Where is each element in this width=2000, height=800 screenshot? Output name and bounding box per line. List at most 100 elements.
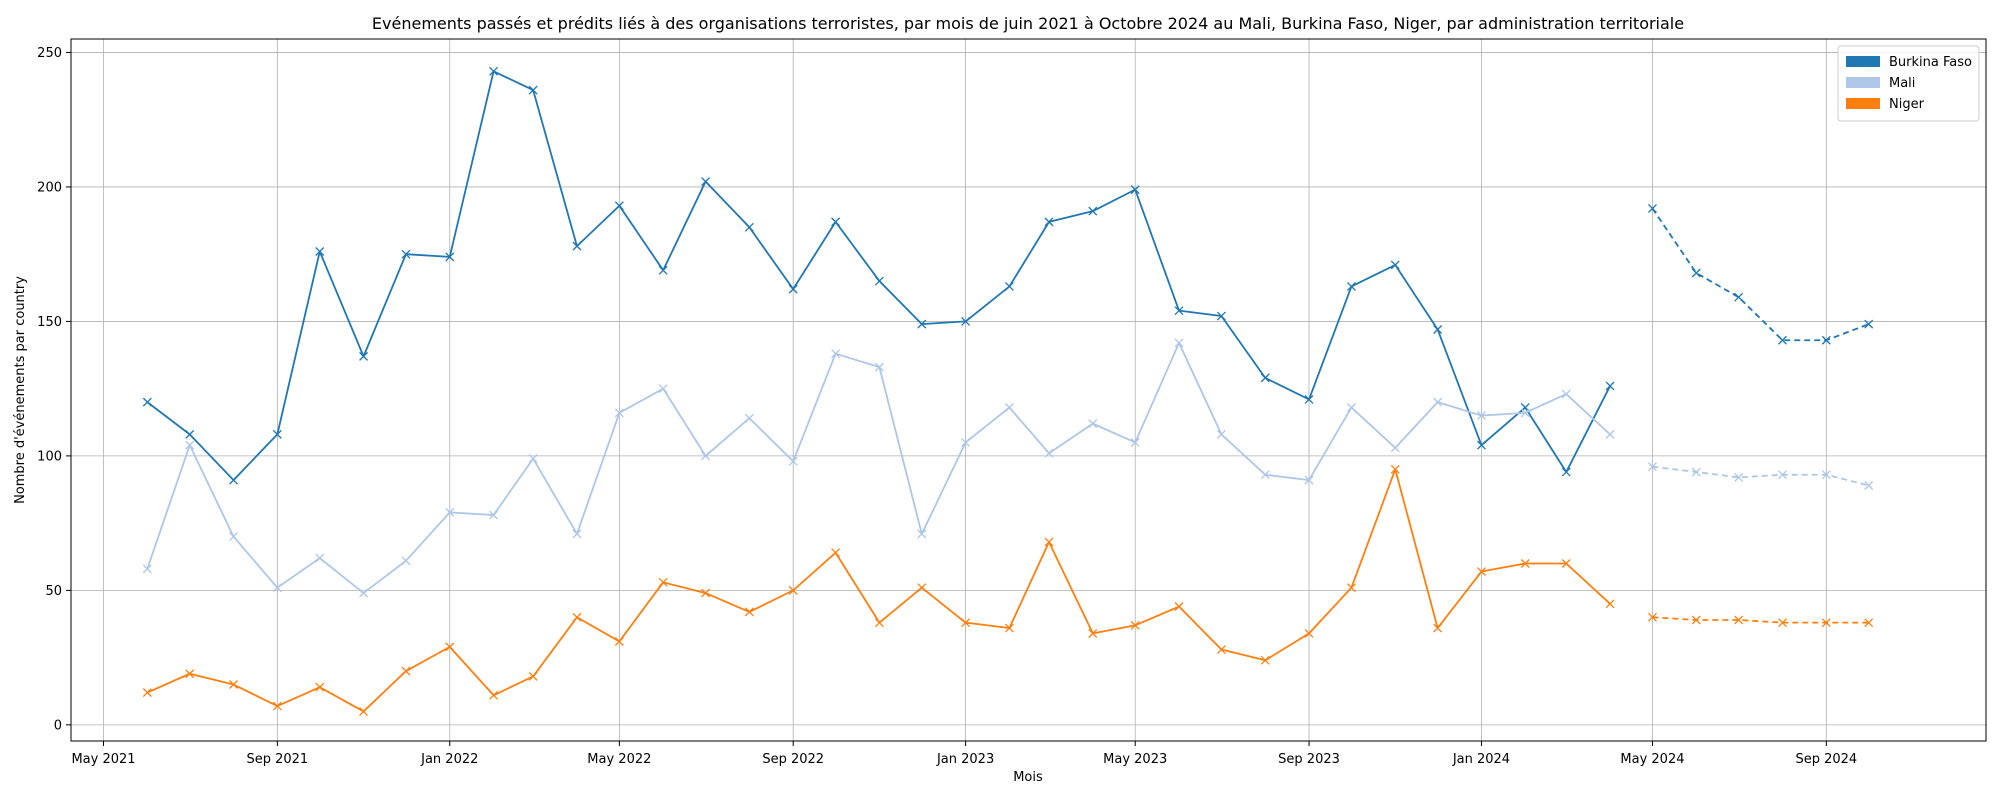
data-point bbox=[185, 429, 195, 439]
data-point bbox=[1561, 559, 1571, 568]
data-point bbox=[1044, 217, 1054, 227]
data-point bbox=[1520, 559, 1530, 568]
data-point bbox=[1691, 615, 1701, 625]
data-point bbox=[1174, 338, 1184, 348]
legend: Burkina Faso Mali Niger bbox=[1837, 45, 1980, 122]
data-point bbox=[1778, 618, 1787, 628]
data-point bbox=[874, 362, 884, 372]
data-point bbox=[658, 577, 668, 587]
x-tick-label: Jan 2024 bbox=[1452, 752, 1510, 767]
data-point bbox=[788, 456, 798, 466]
data-point bbox=[744, 413, 754, 423]
data-point bbox=[917, 319, 927, 329]
data-point bbox=[1778, 335, 1787, 345]
legend-swatch bbox=[1846, 77, 1880, 88]
data-point bbox=[1605, 599, 1615, 609]
series-line-past bbox=[146, 70, 1611, 482]
data-point bbox=[572, 529, 582, 539]
data-point bbox=[401, 666, 411, 676]
chart-title: Evénements passés et prédits liés à des … bbox=[372, 14, 1684, 33]
data-point bbox=[1821, 335, 1831, 345]
data-point bbox=[874, 276, 884, 286]
series-line-predicted bbox=[1652, 465, 1869, 487]
data-point bbox=[1477, 567, 1486, 577]
data-point bbox=[1088, 419, 1098, 429]
data-point bbox=[272, 583, 282, 593]
data-point bbox=[1390, 464, 1400, 474]
data-point bbox=[1734, 615, 1744, 625]
data-point bbox=[831, 349, 841, 359]
data-point bbox=[1174, 602, 1184, 611]
data-point bbox=[1561, 467, 1571, 477]
series-line-past bbox=[146, 342, 1611, 594]
data-point bbox=[1561, 389, 1571, 399]
data-point bbox=[445, 252, 455, 262]
data-point bbox=[528, 454, 538, 464]
data-point bbox=[315, 682, 325, 692]
data-point bbox=[1864, 481, 1874, 490]
x-tick-label: May 2024 bbox=[1620, 752, 1684, 767]
data-point bbox=[1648, 462, 1657, 472]
data-point bbox=[1260, 373, 1270, 383]
data-point bbox=[1044, 537, 1054, 547]
x-tick-label: May 2022 bbox=[587, 752, 651, 767]
x-tick-label: May 2023 bbox=[1103, 752, 1167, 767]
data-point bbox=[1260, 470, 1270, 480]
data-point bbox=[1346, 583, 1356, 593]
data-point bbox=[874, 618, 884, 628]
data-point bbox=[1130, 185, 1140, 195]
data-point bbox=[1130, 620, 1140, 630]
data-point bbox=[917, 529, 927, 539]
data-point bbox=[401, 249, 411, 259]
data-point bbox=[401, 556, 411, 566]
data-point bbox=[528, 85, 538, 95]
legend-swatch bbox=[1846, 56, 1880, 67]
data-point bbox=[359, 351, 369, 361]
x-tick-label: Sep 2023 bbox=[1278, 752, 1340, 767]
data-point bbox=[1864, 618, 1874, 628]
data-point bbox=[142, 688, 152, 698]
data-point bbox=[1088, 628, 1098, 638]
data-point bbox=[142, 564, 152, 574]
data-point bbox=[272, 701, 282, 711]
data-point bbox=[658, 265, 668, 275]
data-point bbox=[315, 553, 325, 563]
data-point bbox=[658, 384, 668, 394]
legend-entry-label: Burkina Faso bbox=[1889, 55, 1972, 70]
series-lines bbox=[142, 66, 1874, 716]
data-point bbox=[1346, 281, 1356, 291]
data-point bbox=[831, 548, 841, 558]
legend-entry-label: Mali bbox=[1889, 76, 1915, 91]
legend-entry-label: Niger bbox=[1889, 97, 1925, 112]
x-tick-label: May 2021 bbox=[71, 752, 135, 767]
data-point bbox=[572, 612, 582, 622]
data-point bbox=[1004, 623, 1014, 633]
data-point bbox=[572, 241, 582, 251]
data-point bbox=[744, 607, 754, 617]
data-point bbox=[1734, 292, 1744, 302]
data-point bbox=[1216, 645, 1226, 655]
data-point bbox=[1130, 437, 1140, 447]
data-point bbox=[1390, 443, 1400, 453]
x-axis-ticks: May 2021 Sep 2021 Jan 2022 May 2022 Sep 2022… bbox=[71, 741, 1857, 767]
data-point bbox=[1216, 311, 1226, 321]
y-tick-label: 50 bbox=[45, 584, 62, 599]
data-point bbox=[1648, 612, 1657, 622]
data-point bbox=[961, 618, 971, 628]
x-tick-label: Sep 2022 bbox=[762, 752, 824, 767]
data-point bbox=[1821, 618, 1831, 628]
series-niger bbox=[142, 464, 1874, 716]
data-point bbox=[359, 588, 369, 598]
data-point bbox=[229, 475, 238, 485]
data-point bbox=[1174, 306, 1184, 316]
y-axis-ticks: 0 50 100 150 200 250 bbox=[37, 46, 71, 733]
data-point bbox=[1691, 467, 1701, 477]
data-point bbox=[1004, 403, 1014, 412]
data-point bbox=[1691, 268, 1701, 278]
data-point bbox=[1004, 281, 1014, 291]
data-point bbox=[489, 690, 499, 700]
data-point bbox=[1346, 403, 1356, 412]
data-point bbox=[1778, 470, 1787, 480]
